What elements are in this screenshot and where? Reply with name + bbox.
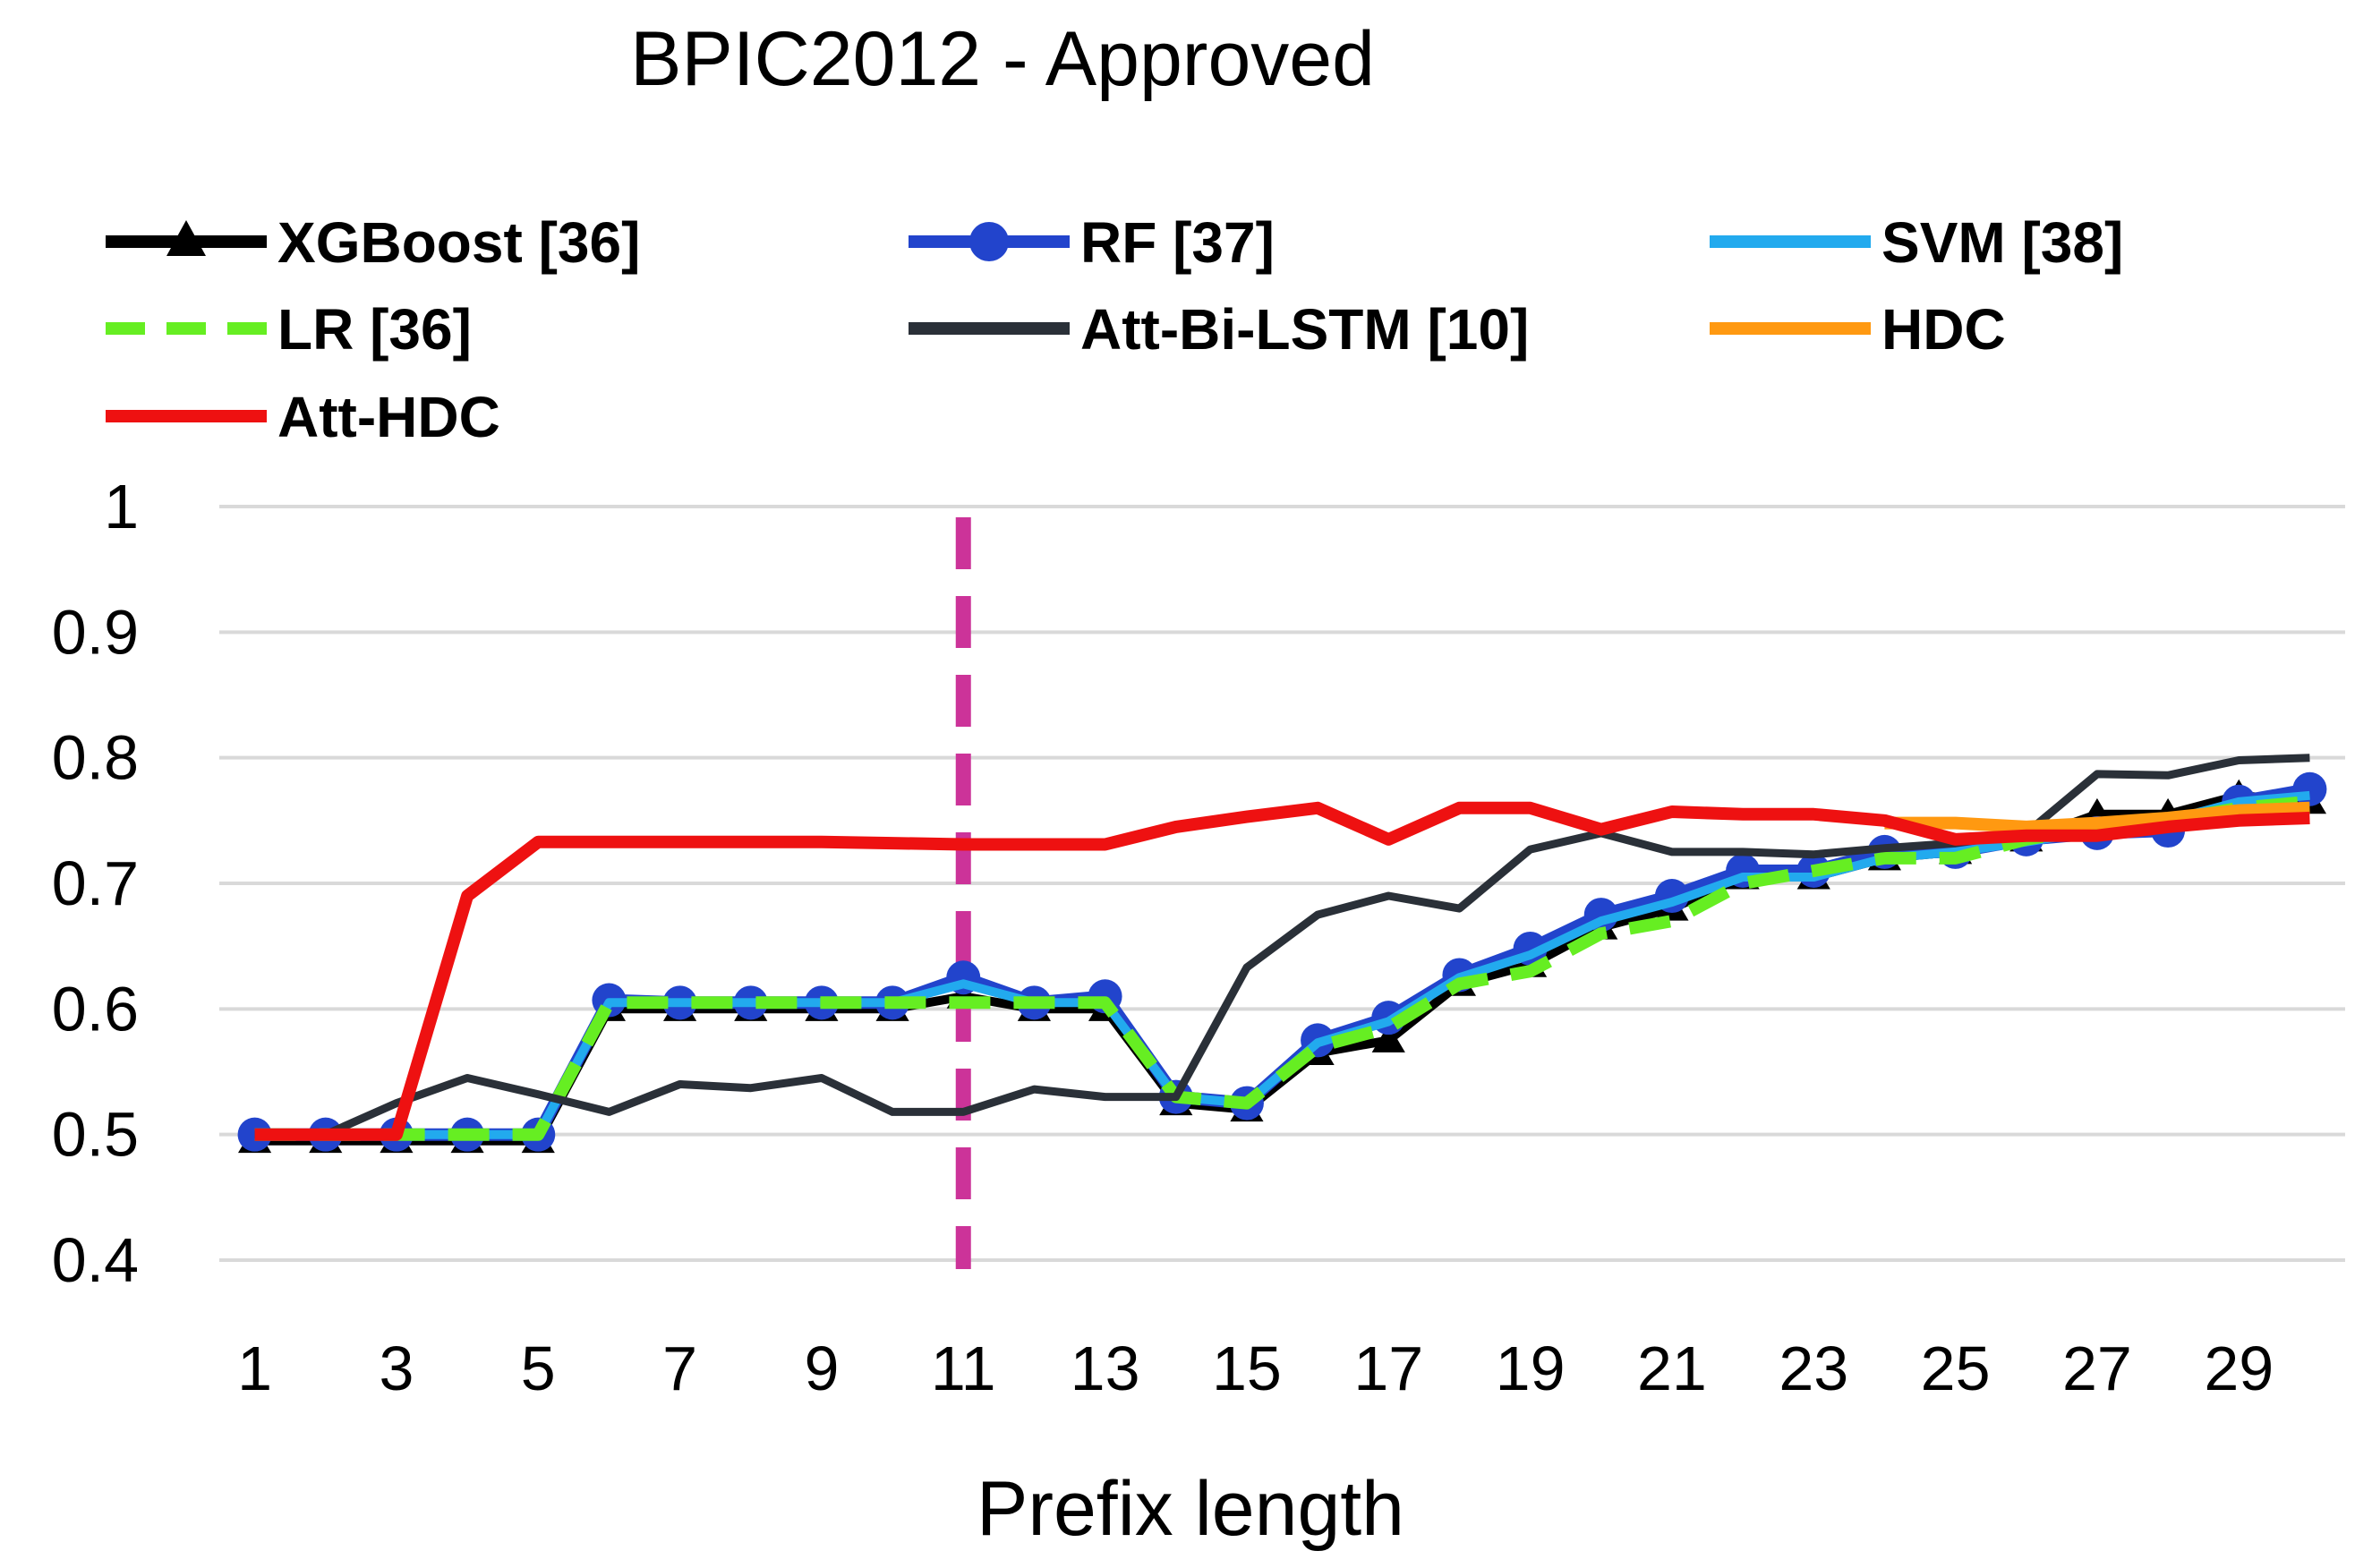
y-tick-label: 0.6: [52, 974, 139, 1044]
legend-item-rf-37: RF [37]: [909, 210, 1275, 275]
legend-item-att-hdc: Att-HDC: [106, 385, 500, 449]
x-tick-label: 27: [2062, 1334, 2132, 1403]
gridlines: [219, 505, 2345, 1262]
series-hdc: [1884, 801, 2310, 833]
legend-label: Att-HDC: [277, 385, 500, 449]
y-tick-label: 0.5: [52, 1100, 139, 1170]
legend-label: Att-Bi-LSTM [10]: [1080, 297, 1529, 362]
x-axis-tick-labels: 1 3 5 7 9 11 13 15 17 19 21 23 25 27 29: [237, 1334, 2274, 1403]
x-tick-label: 3: [379, 1334, 414, 1403]
series-line-hdc: [1884, 801, 2310, 833]
x-tick-label: 25: [1921, 1334, 1991, 1403]
series-att-hdc: [254, 801, 2310, 1141]
chart-title: BPIC2012 - Approved: [630, 16, 1375, 102]
legend: XGBoost [36] RF [37] SVM [38] LR [36] Att-Bi…: [106, 210, 2123, 449]
x-tick-label: 9: [804, 1334, 839, 1403]
x-tick-label: 21: [1637, 1334, 1707, 1403]
y-tick-label: 0.7: [52, 848, 139, 918]
legend-item-lr-36: LR [36]: [106, 297, 472, 362]
x-tick-label: 23: [1779, 1334, 1848, 1403]
y-tick-label: 0.4: [52, 1225, 139, 1295]
x-tick-label: 13: [1071, 1334, 1140, 1403]
legend-label: RF [37]: [1080, 210, 1275, 275]
x-tick-label: 11: [931, 1334, 996, 1403]
legend-label: XGBoost [36]: [277, 210, 640, 275]
data-point-rf-37: [237, 1117, 272, 1152]
x-tick-label: 1: [237, 1334, 272, 1403]
x-tick-label: 17: [1353, 1334, 1423, 1403]
series-layer: [237, 754, 2327, 1154]
legend-item-svm-38: SVM [38]: [1710, 210, 2123, 275]
legend-item-att-bi-lstm-10: Att-Bi-LSTM [10]: [909, 297, 1529, 362]
legend-item-hdc: HDC: [1710, 297, 2006, 362]
legend-swatch-marker: [969, 222, 1009, 261]
legend-label: HDC: [1881, 297, 2006, 362]
x-tick-label: 5: [521, 1334, 556, 1403]
x-tick-label: 19: [1496, 1334, 1566, 1403]
y-tick-label: 0.8: [52, 723, 139, 793]
legend-label: SVM [38]: [1881, 210, 2123, 275]
y-axis-tick-labels: 0.4 0.5 0.6 0.7 0.8 0.9 1: [52, 472, 139, 1295]
series-line-att-hdc: [254, 801, 2310, 1141]
y-tick-label: 0.9: [52, 597, 139, 667]
data-point-rf-37: [2292, 771, 2327, 806]
legend-label: LR [36]: [277, 297, 472, 362]
x-axis-title: Prefix length: [977, 1466, 1404, 1552]
x-tick-label: 29: [2204, 1334, 2274, 1403]
series-lr-36: [254, 795, 2311, 1141]
data-point-xgboost-36: [1371, 1024, 1405, 1052]
x-tick-label: 7: [662, 1334, 697, 1403]
x-tick-label: 15: [1212, 1334, 1282, 1403]
legend-swatch-marker: [166, 220, 206, 256]
series-line-lr-36: [254, 795, 2311, 1141]
y-tick-label: 1: [104, 472, 139, 541]
legend-item-xgboost-36: XGBoost [36]: [106, 210, 640, 275]
